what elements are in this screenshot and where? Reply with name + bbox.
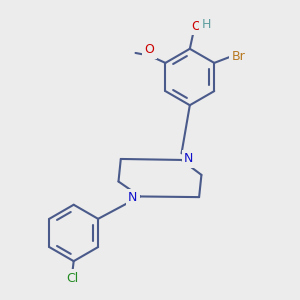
Text: Cl: Cl (66, 272, 79, 285)
Text: N: N (128, 191, 137, 204)
Text: H: H (202, 18, 211, 31)
Text: N: N (184, 152, 194, 165)
Text: O: O (145, 43, 154, 56)
Text: O: O (191, 20, 201, 33)
Text: Br: Br (232, 50, 246, 63)
